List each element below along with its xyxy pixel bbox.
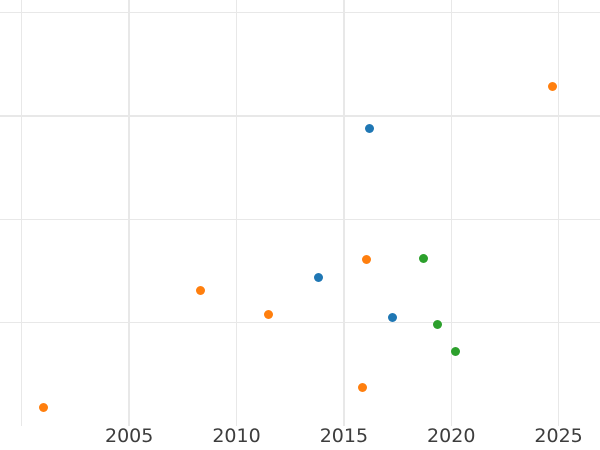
gridline-vertical: [21, 0, 23, 426]
x-tick-label: 2010: [212, 425, 261, 447]
gridline-horizontal: [0, 115, 600, 117]
data-point-orange-series: [357, 383, 367, 393]
x-tick-label: 2015: [319, 425, 369, 447]
data-point-blue-series: [365, 123, 375, 133]
x-tick-label: 2005: [104, 425, 154, 447]
gridline-vertical: [343, 0, 345, 426]
gridline-vertical: [128, 0, 130, 426]
data-point-green-series: [418, 254, 428, 264]
data-point-orange-series: [361, 255, 371, 265]
data-point-blue-series: [313, 272, 323, 282]
data-point-orange-series: [195, 286, 205, 296]
x-tick-label: 2025: [534, 425, 583, 447]
data-point-orange-series: [547, 81, 557, 91]
data-point-blue-series: [387, 313, 397, 323]
gridline-vertical: [235, 0, 238, 426]
gridline-vertical: [557, 0, 560, 426]
data-point-green-series: [432, 320, 442, 330]
gridline-horizontal: [0, 322, 600, 324]
gridline-horizontal: [0, 218, 600, 221]
data-point-green-series: [451, 347, 461, 357]
gridline-horizontal: [0, 11, 600, 14]
data-point-orange-series: [38, 403, 48, 413]
x-tick-label: 2020: [427, 425, 476, 447]
data-point-orange-series: [264, 310, 274, 320]
gridline-vertical: [450, 0, 452, 426]
